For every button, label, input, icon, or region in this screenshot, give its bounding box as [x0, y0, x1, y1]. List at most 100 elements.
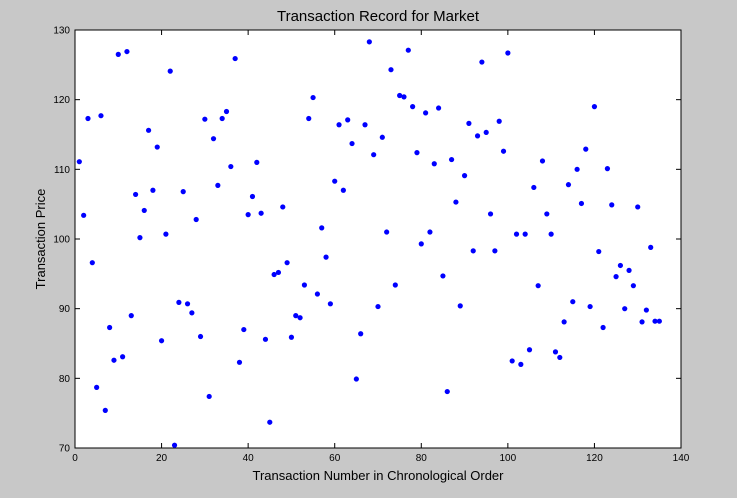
y-axis-label: Transaction Price — [33, 189, 48, 290]
data-point — [210, 136, 217, 142]
data-point — [526, 347, 533, 353]
x-tick-label: 100 — [500, 453, 517, 464]
data-point — [600, 324, 606, 331]
data-point — [557, 354, 563, 361]
data-point — [440, 273, 446, 279]
data-point — [215, 182, 221, 188]
data-point — [552, 349, 559, 355]
data-point — [570, 299, 576, 305]
data-point — [323, 254, 329, 260]
data-point — [362, 122, 368, 128]
data-point — [591, 104, 598, 110]
data-point — [496, 118, 502, 124]
data-point — [423, 110, 429, 116]
data-point — [353, 376, 359, 382]
data-point — [163, 231, 169, 237]
x-tick-label: 20 — [156, 453, 168, 464]
data-point — [427, 229, 433, 235]
data-point — [548, 231, 554, 237]
data-point — [245, 212, 251, 218]
data-point — [410, 104, 416, 110]
data-point — [453, 199, 459, 205]
data-point — [388, 67, 394, 73]
data-point — [513, 231, 520, 237]
data-point — [249, 193, 256, 200]
data-point — [418, 241, 424, 247]
plot-area — [74, 29, 682, 449]
data-point — [379, 134, 385, 140]
x-tick-label: 140 — [673, 453, 690, 464]
data-point — [578, 200, 585, 207]
axis-ticks: 0 20 40 60 80 100 120 140 70 80 90 100 110 120 130 — [53, 26, 689, 465]
y-tick-label: 100 — [53, 235, 70, 246]
data-point — [487, 211, 494, 217]
data-point — [141, 207, 147, 214]
data-point — [102, 407, 108, 413]
data-point — [275, 269, 282, 276]
data-point — [371, 152, 377, 158]
data-point — [137, 235, 143, 241]
data-point — [107, 324, 113, 331]
data-point — [639, 319, 645, 325]
data-point — [539, 158, 546, 164]
data-point — [336, 122, 342, 128]
y-tick-label: 70 — [59, 444, 71, 455]
data-point — [340, 187, 346, 193]
x-tick-label: 80 — [416, 453, 428, 464]
data-point — [180, 189, 186, 195]
data-point — [262, 336, 269, 342]
y-tick-label: 90 — [59, 304, 71, 315]
data-point — [232, 55, 238, 62]
data-point — [587, 303, 593, 310]
data-point — [561, 319, 567, 325]
data-point — [197, 333, 204, 340]
x-tick-label: 40 — [243, 453, 255, 464]
data-point — [401, 94, 407, 100]
data-point — [124, 48, 130, 55]
data-point — [258, 210, 264, 216]
y-tick-label: 110 — [54, 165, 70, 176]
data-point — [652, 318, 658, 324]
data-point — [609, 202, 615, 208]
data-points — [76, 39, 662, 448]
data-point — [171, 442, 178, 448]
data-point — [461, 173, 468, 179]
data-point — [280, 204, 286, 210]
data-point — [448, 156, 455, 163]
data-point — [120, 354, 126, 360]
data-point — [565, 182, 572, 188]
data-point — [158, 338, 165, 344]
data-point — [89, 260, 95, 266]
chart-title: Transaction Record for Market — [277, 8, 480, 25]
data-point — [436, 105, 442, 111]
data-point — [535, 283, 541, 289]
data-point — [522, 231, 528, 237]
data-point — [366, 39, 372, 45]
y-tick-label: 80 — [59, 374, 71, 385]
data-point — [133, 191, 139, 198]
data-point — [189, 310, 195, 316]
data-point — [635, 204, 641, 210]
data-point — [500, 148, 507, 154]
data-point — [85, 115, 91, 122]
data-point — [518, 361, 524, 367]
data-point — [384, 229, 390, 235]
x-tick-label: 60 — [329, 453, 341, 464]
data-point — [176, 299, 182, 305]
data-point — [271, 271, 277, 278]
data-point — [466, 120, 472, 126]
data-point — [596, 248, 602, 255]
data-point — [94, 384, 100, 390]
data-point — [98, 113, 104, 119]
data-point — [284, 260, 290, 266]
data-point — [492, 248, 498, 254]
data-point — [617, 262, 624, 269]
data-point — [397, 92, 403, 99]
data-point — [236, 359, 243, 365]
data-point — [167, 68, 173, 74]
data-point — [332, 178, 338, 184]
data-point — [544, 211, 550, 217]
data-point — [643, 307, 649, 313]
